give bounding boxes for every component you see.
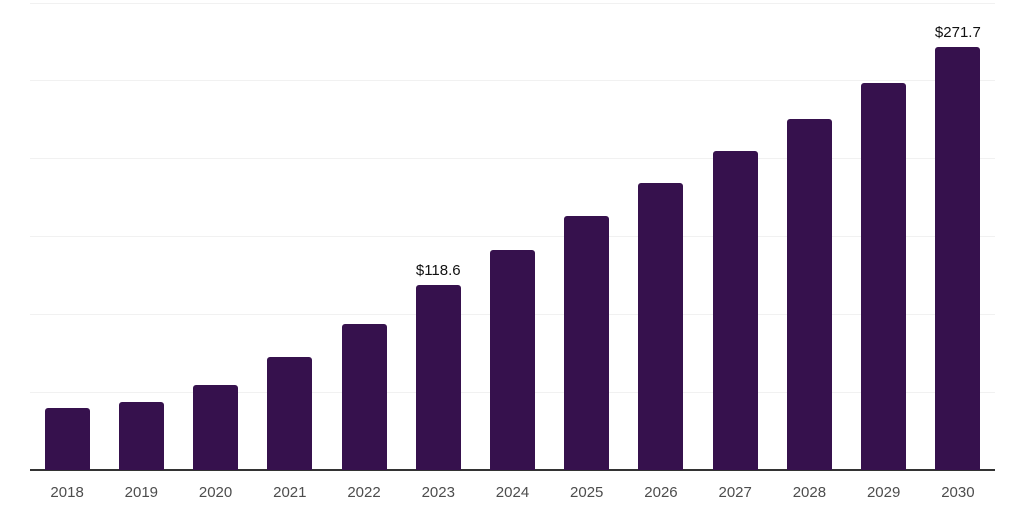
x-tick-label-2025: 2025 [570,484,604,501]
bar-2030 [935,46,981,470]
x-axis-line [30,469,995,471]
bar-2024 [490,250,535,470]
x-tick-label-2019: 2019 [124,484,159,501]
x-tick-label-2026: 2026 [644,484,678,501]
gridline-150 [30,236,995,238]
x-tick-label-2030: 2030 [941,484,975,501]
bar-2026 [638,182,684,470]
x-tick-label-2024: 2024 [495,484,530,501]
bar-2022 [341,323,387,470]
x-tick-label-2021: 2021 [273,484,307,501]
bar-2018 [44,407,90,470]
x-tick-label-2023: 2023 [421,484,455,501]
gridline-300 [30,2,995,4]
gridline-250 [30,80,995,82]
x-tick-label-2029: 2029 [866,484,901,501]
gridline-200 [30,158,995,160]
bar-2019 [118,401,164,470]
bar-2020 [193,384,239,470]
bar-2029 [861,82,907,470]
data-label-2023: $118.6 [415,262,461,280]
bar-2027 [712,151,758,470]
bar-2023 [415,285,461,470]
x-tick-label-2018: 2018 [50,484,84,501]
x-tick-label-2022: 2022 [347,484,381,501]
data-label-2030: $271.7 [934,23,981,41]
x-tick-label-2020: 2020 [198,484,233,501]
bar-2028 [786,118,832,470]
x-tick-label-2027: 2027 [718,484,752,501]
bar-2021 [267,356,313,470]
bar-2025 [564,215,610,470]
x-tick-label-2028: 2028 [792,484,827,501]
